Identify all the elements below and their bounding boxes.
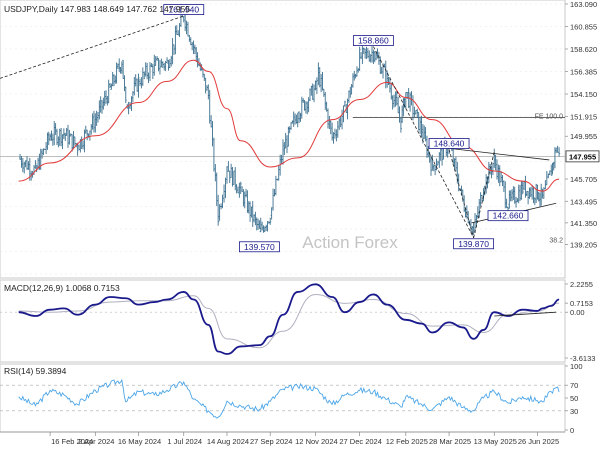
trend-line xyxy=(445,147,550,161)
moving-average-line xyxy=(18,59,560,192)
price-tick-label: 154.150 xyxy=(570,90,597,99)
price-tick-label: 158.620 xyxy=(570,45,597,54)
annotation-box xyxy=(352,35,394,46)
current-price-box xyxy=(565,150,600,163)
annotation-label: 139.570 xyxy=(244,242,275,252)
rsi-tick-label: 70 xyxy=(570,381,578,390)
price-tick-label: 149.955 xyxy=(570,132,597,141)
main-panel: Action Forex 161.940 139.570 158.860 148.64… xyxy=(0,0,566,279)
trend-line xyxy=(0,15,184,79)
macd-tick-label: 2.2255 xyxy=(570,280,593,289)
annotation-box xyxy=(487,210,529,222)
date-tick-label: 27 Sep 2024 xyxy=(250,437,293,446)
rsi-panel-frame xyxy=(0,363,566,433)
rsi-tick-label: 0 xyxy=(570,426,574,435)
date-tick-label: 27 Dec 2024 xyxy=(339,437,382,446)
price-tick-label: 141.350 xyxy=(570,219,597,228)
date-tick-label: 12 Feb 2025 xyxy=(386,437,428,446)
annotation-label: 139.870 xyxy=(458,239,489,249)
rsi-lines xyxy=(0,378,565,419)
date-tick-label: 12 Nov 2024 xyxy=(295,437,338,446)
annotation-box xyxy=(163,4,205,15)
date-tick-label: 1 Jul 2024 xyxy=(167,437,202,446)
fib-label: 38.2 xyxy=(549,237,563,244)
watermark: Action Forex xyxy=(302,233,398,252)
fib-label: FE 100.0 xyxy=(535,114,564,121)
date-tick-label: 14 Aug 2024 xyxy=(207,437,249,446)
price-tick-label: 139.205 xyxy=(570,240,597,249)
price-tick-label: 143.495 xyxy=(570,197,597,206)
moving-average xyxy=(18,59,560,192)
macd-tick-label: 0.7153 xyxy=(570,299,593,308)
macd-title: MACD(12,26,9) 1.0068 0.7153 xyxy=(4,283,120,293)
price-tick-label: 160.855 xyxy=(570,23,597,32)
price-bars xyxy=(18,11,561,236)
rsi-tick-label: 50 xyxy=(570,394,578,403)
rsi-tick-label: 30 xyxy=(570,407,578,416)
horizontal-lines xyxy=(0,117,565,157)
rsi-tick-label: 100 xyxy=(570,362,583,371)
price-tick-label: 145.705 xyxy=(570,175,597,184)
fib-labels: FE 100.0 38.2 xyxy=(535,114,564,245)
price-tick-label: 163.090 xyxy=(570,0,597,9)
macd-line xyxy=(18,283,560,355)
date-tick-label: 28 Mar 2025 xyxy=(429,437,471,446)
macd-tick-label: -3.6133 xyxy=(570,354,595,363)
annotation-label: 161.940 xyxy=(168,5,199,15)
annotation-box xyxy=(239,241,280,253)
trend-line xyxy=(448,149,475,238)
date-tick-label: 2 Apr 2024 xyxy=(78,437,114,446)
trend-lines xyxy=(0,15,557,238)
price-tick-label: 156.385 xyxy=(570,68,597,77)
rsi-panel: RSI(14) 59.3894 xyxy=(0,363,566,433)
trend-line xyxy=(373,46,474,238)
macd-panel: MACD(12,26,9) 1.0068 0.7153 xyxy=(0,279,566,363)
main-title: USDJPY,Daily 147.983 148.649 147.762 147… xyxy=(4,4,190,14)
price-tick-label: 151.915 xyxy=(570,113,597,122)
macd-signal-line xyxy=(18,293,560,349)
date-tick-label: 16 Feb 2024 xyxy=(51,437,93,446)
current-price-label: 147.955 xyxy=(569,152,596,161)
macd-panel-frame xyxy=(0,279,566,363)
price-annotations: 161.940 139.570 158.860 148.640 139.870 142.6… xyxy=(163,4,529,253)
annotation-label: 148.640 xyxy=(434,138,465,148)
macd-lines xyxy=(0,283,565,355)
annotation-label: 158.860 xyxy=(358,36,389,46)
macd-support-line xyxy=(494,311,557,317)
date-tick-label: 26 Jun 2025 xyxy=(518,437,559,446)
annotation-box xyxy=(428,138,470,149)
macd-tick-label: 0.00 xyxy=(570,308,585,317)
rsi-line xyxy=(18,378,560,419)
rsi-title: RSI(14) 59.3894 xyxy=(4,366,67,376)
date-tick-label: 16 May 2024 xyxy=(118,437,161,446)
main-gridlines xyxy=(0,3,565,275)
date-tick-label: 13 May 2025 xyxy=(474,437,517,446)
annotation-label: 142.660 xyxy=(493,211,524,221)
price-axis: 163.090 160.855 158.620 156.385 154.150 151.9… xyxy=(565,0,600,435)
annotation-box xyxy=(453,238,495,250)
